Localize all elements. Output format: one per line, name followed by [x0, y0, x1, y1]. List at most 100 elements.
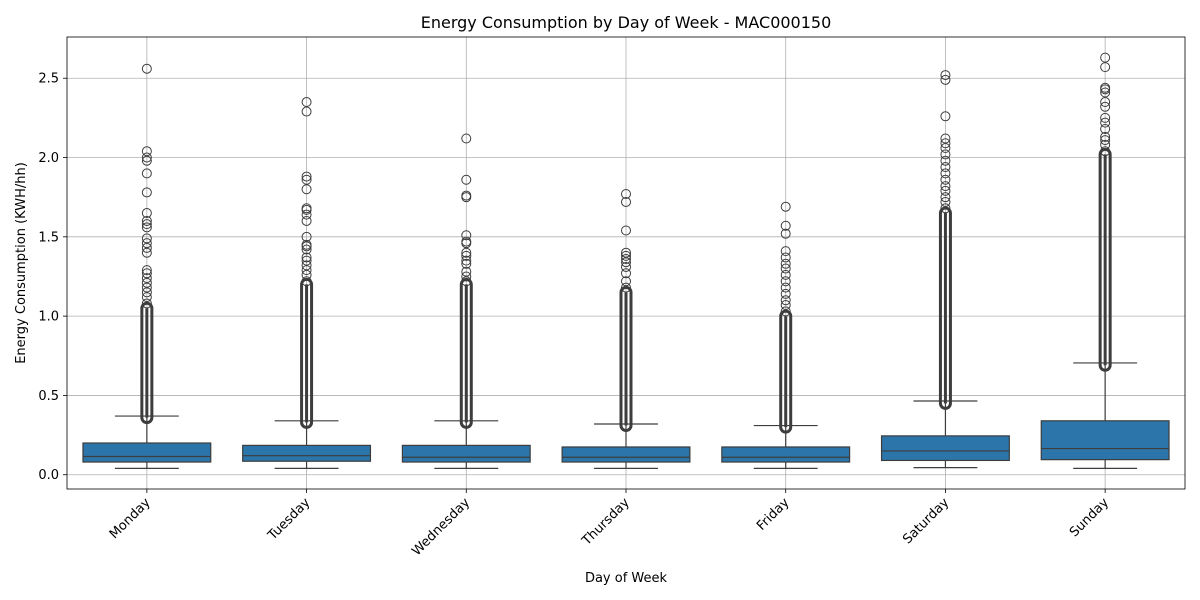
outlier-point: [461, 271, 472, 282]
outlier-point: [1100, 131, 1111, 142]
outlier-point: [1100, 123, 1111, 134]
outlier-point: [141, 287, 152, 298]
outlier-point: [940, 74, 951, 85]
outlier-point: [461, 190, 472, 201]
iqr-box: [561, 446, 691, 463]
outlier-point: [1100, 146, 1111, 157]
outlier-point: [780, 228, 791, 239]
outlier-point: [301, 215, 312, 226]
x-tick-label: Friday: [754, 495, 793, 534]
outlier-point: [141, 268, 152, 279]
outlier-point: [461, 266, 472, 277]
outlier-point: [780, 201, 791, 212]
outlier-point: [461, 236, 472, 247]
outlier-point: [780, 258, 791, 269]
box-wednesday: [401, 133, 531, 469]
outlier-point: [141, 238, 152, 249]
outlier-point: [141, 242, 152, 253]
outlier-point: [1100, 62, 1111, 73]
outlier-point: [141, 298, 152, 309]
outlier-point: [621, 250, 631, 261]
outlier-point: [1100, 52, 1111, 63]
outlier-point: [301, 276, 312, 287]
outlier-point: [141, 63, 152, 74]
outlier-point: [141, 282, 152, 293]
outlier-point: [940, 203, 951, 214]
outlier-point: [301, 231, 312, 242]
outlier-point: [621, 225, 631, 236]
outlier-point: [301, 252, 312, 263]
outlier-point: [461, 247, 472, 258]
y-axis: 0.0 0.5 1.0 1.5 2.0 2.5: [38, 72, 67, 483]
box-thursday: [561, 189, 691, 469]
outlier-point: [621, 254, 631, 265]
outlier-point: [780, 300, 791, 311]
outlier-point: [301, 244, 312, 255]
outlier-point: [780, 295, 791, 306]
outlier-point: [141, 265, 152, 276]
outlier-point: [621, 189, 631, 200]
outlier-point: [1100, 135, 1111, 146]
outlier-point: [780, 220, 791, 231]
outlier-point: [621, 196, 631, 207]
iqr-box: [242, 444, 372, 462]
outlier-point: [1100, 112, 1111, 123]
outlier-point: [141, 233, 152, 244]
outlier-point: [141, 152, 152, 163]
outlier-point: [301, 260, 312, 271]
outlier-point: [141, 222, 152, 233]
x-axis-label: Day of Week: [585, 571, 668, 586]
outlier-point: [621, 268, 631, 279]
outlier-point: [461, 133, 472, 144]
outlier-point: [940, 168, 951, 179]
outlier-point: [141, 292, 152, 303]
outlier-point: [1100, 97, 1111, 108]
outlier-point: [141, 247, 152, 258]
outlier-point: [301, 106, 312, 117]
outlier-point: [940, 162, 951, 173]
iqr-box: [1040, 420, 1170, 461]
iqr-box: [82, 442, 212, 463]
iqr-box: [721, 446, 851, 463]
outlier-point: [780, 276, 791, 287]
outlier-point: [141, 168, 152, 179]
outlier-point: [1100, 139, 1111, 150]
outlier-point: [940, 143, 951, 154]
outlier-point: [780, 306, 791, 317]
chart-title: Energy Consumption by Day of Week - MAC0…: [421, 13, 832, 32]
y-axis-label: Energy Consumption (KWH/hh): [14, 162, 29, 364]
outlier-point: [1100, 87, 1111, 98]
outlier-point: [301, 239, 312, 250]
outlier-point: [461, 230, 472, 241]
y-tick-label: 2.0: [38, 151, 59, 166]
outlier-point: [780, 246, 791, 257]
x-tick-label: Monday: [107, 495, 154, 542]
outlier-point: [301, 174, 312, 185]
y-tick-label: 0.5: [38, 389, 59, 404]
outlier-point: [940, 174, 951, 185]
outlier-point: [780, 282, 791, 293]
outlier-point: [780, 263, 791, 274]
outlier-point: [301, 171, 312, 182]
outlier-point: [1100, 101, 1111, 112]
outlier-point: [1100, 117, 1111, 128]
outlier-point: [940, 149, 951, 160]
outlier-point: [940, 111, 951, 122]
outlier-point: [141, 146, 152, 157]
box-saturday: [880, 70, 1010, 469]
outlier-point: [461, 174, 472, 185]
outlier-point: [301, 184, 312, 195]
outlier-point: [461, 258, 472, 269]
outlier-point: [621, 282, 631, 293]
outlier-point: [141, 219, 152, 230]
outlier-point: [461, 276, 472, 287]
y-tick-label: 2.5: [38, 72, 59, 87]
outlier-point: [301, 209, 312, 220]
x-tick-label: Saturday: [900, 495, 952, 547]
outlier-point: [141, 215, 152, 226]
outlier-point: [301, 97, 312, 108]
outlier-point: [780, 252, 791, 263]
box-sunday: [1040, 52, 1170, 469]
outlier-point: [621, 261, 631, 272]
outlier-point: [301, 269, 312, 280]
